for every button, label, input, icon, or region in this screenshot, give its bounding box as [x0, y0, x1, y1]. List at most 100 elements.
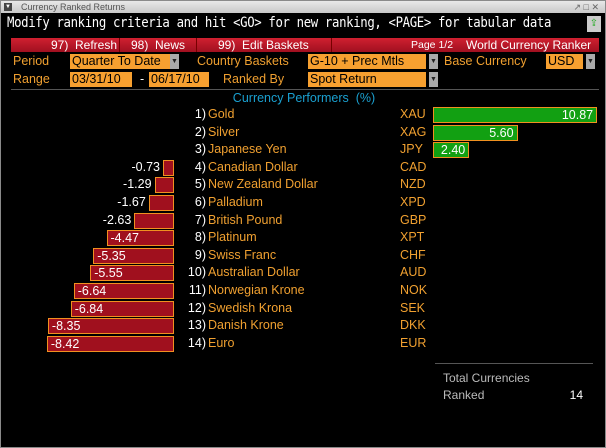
list-item[interactable]: 9) Swiss Franc CHF -5.35: [1, 247, 605, 265]
news-button[interactable]: 98) News: [131, 38, 186, 52]
currency-name[interactable]: Australian Dollar: [208, 265, 300, 280]
ranked-by-label: Ranked By: [223, 72, 285, 86]
list-item[interactable]: 2) Silver XAG 5.60: [1, 124, 605, 142]
base-currency-select[interactable]: USD: [546, 54, 583, 69]
negative-bar: -8.35: [47, 318, 174, 335]
currency-code: EUR: [400, 335, 427, 350]
chevron-down-icon[interactable]: ▼: [429, 72, 438, 87]
currency-code: XPD: [400, 195, 426, 209]
ranked-by-select[interactable]: Spot Return: [308, 72, 426, 87]
rank: 4): [194, 159, 206, 174]
positive-bar: 10.87: [433, 107, 598, 123]
summary-box: Total Currencies Ranked 14: [435, 363, 593, 410]
range-from-input[interactable]: 03/31/10: [70, 72, 132, 87]
divider: [11, 89, 599, 90]
currency-code: SEK: [400, 300, 426, 315]
currency-name[interactable]: Swedish Krona: [208, 300, 293, 315]
chevron-down-icon[interactable]: ▼: [429, 54, 438, 69]
currency-code: NZD: [400, 177, 426, 192]
total-count: 14: [569, 388, 583, 402]
rank: 14): [187, 335, 206, 350]
range-dash: -: [140, 72, 145, 86]
summary-label: Total Currencies: [443, 371, 530, 385]
currency-code: XAG: [400, 124, 427, 139]
currency-name[interactable]: New Zealand Dollar: [208, 177, 318, 192]
rank: 5): [194, 177, 206, 192]
negative-bar: -4.47: [106, 230, 174, 247]
negative-bar: -6.84: [70, 300, 174, 317]
window-controls[interactable]: ↗ □ ✕: [573, 2, 599, 12]
negative-bar: -6.64: [73, 283, 174, 299]
value-label: -0.73: [131, 159, 160, 174]
currency-name[interactable]: Platinum: [208, 230, 257, 245]
currency-name[interactable]: Canadian Dollar: [208, 159, 298, 174]
negative-bar: [134, 212, 174, 229]
negative-bar: -5.55: [90, 265, 174, 282]
rank: 3): [194, 142, 206, 157]
list-item[interactable]: 8) Platinum XPT -4.47: [1, 230, 605, 247]
rank: 10): [187, 265, 206, 280]
list-item[interactable]: 5) New Zealand Dollar NZD -1.29: [1, 177, 605, 194]
negative-bar: -5.35: [93, 247, 174, 264]
currency-name[interactable]: Japanese Yen: [208, 142, 287, 157]
list-item[interactable]: 4) Canadian Dollar CAD -0.73: [1, 159, 605, 177]
list-item[interactable]: 12) Swedish Krona SEK -6.84: [1, 300, 605, 318]
list-item[interactable]: 10) Australian Dollar AUD -5.55: [1, 265, 605, 282]
base-currency-label: Base Currency: [444, 54, 527, 68]
country-baskets-select[interactable]: G-10 + Prec Mtls: [308, 54, 426, 69]
list-item[interactable]: 3) Japanese Yen JPY 2.40: [1, 142, 605, 159]
range-label: Range: [13, 72, 50, 86]
rank: 7): [194, 212, 206, 227]
rank: 6): [194, 195, 206, 209]
currency-code: CHF: [400, 247, 426, 262]
negative-bar: [148, 195, 174, 211]
section-header: Currency Performers (%): [232, 91, 376, 105]
currency-name[interactable]: Palladium: [208, 195, 263, 209]
menu-bar: 97) Refresh 98) News 99) Edit Baskets Pa…: [11, 38, 599, 52]
edit-baskets-button[interactable]: 99) Edit Baskets: [218, 38, 309, 52]
chevron-down-icon[interactable]: ▼: [170, 54, 179, 69]
currency-name[interactable]: Swiss Franc: [208, 247, 277, 262]
window-menu-icon[interactable]: ▼: [4, 3, 12, 11]
page-indicator: Page 1/2: [411, 39, 454, 51]
currency-name[interactable]: Gold: [208, 107, 235, 121]
rank: 9): [194, 247, 206, 262]
negative-bar: -8.42: [46, 335, 174, 352]
title-bar: ▼ Currency Ranked Returns ↗ □ ✕: [1, 1, 605, 13]
currency-code: XPT: [400, 230, 425, 245]
currency-name[interactable]: Norwegian Krone: [208, 283, 305, 297]
value-label: -1.29: [123, 177, 152, 192]
currency-code: NOK: [400, 283, 428, 297]
list-item[interactable]: 13) Danish Krone DKK -8.35: [1, 318, 605, 335]
negative-bar: [154, 177, 174, 194]
list-item[interactable]: 11) Norwegian Krone NOK -6.64: [1, 283, 605, 300]
currency-code: GBP: [400, 212, 427, 227]
list-item[interactable]: 6) Palladium XPD -1.67: [1, 195, 605, 212]
rank: 13): [187, 318, 206, 333]
currency-name[interactable]: Danish Krone: [208, 318, 284, 333]
list-item[interactable]: 7) British Pound GBP -2.63: [1, 212, 605, 230]
rank: 11): [188, 283, 206, 297]
currency-name[interactable]: Silver: [208, 124, 240, 139]
rank: 2): [194, 124, 206, 139]
negative-bar: [162, 159, 174, 176]
currency-code: XAU: [400, 107, 426, 121]
app-name: World Currency Ranker: [466, 38, 592, 52]
currency-code: CAD: [400, 159, 427, 174]
currency-code: DKK: [400, 318, 426, 333]
rank: 1): [194, 107, 206, 121]
currency-name[interactable]: British Pound: [208, 212, 283, 227]
period-select[interactable]: Quarter To Date: [70, 54, 170, 69]
rank: 8): [194, 230, 206, 245]
chevron-down-icon[interactable]: ▼: [586, 54, 595, 69]
currency-name[interactable]: Euro: [208, 335, 235, 350]
country-baskets-label: Country Baskets: [197, 54, 289, 68]
currency-code: JPY: [400, 142, 423, 157]
refresh-button[interactable]: 97) Refresh: [51, 38, 118, 52]
list-item[interactable]: 14) Euro EUR -8.42: [1, 335, 605, 353]
rank: 12): [187, 300, 206, 315]
export-icon[interactable]: ⇪: [587, 16, 601, 32]
range-to-input[interactable]: 06/17/10: [149, 72, 209, 87]
list-item[interactable]: 1) Gold XAU 10.87: [1, 107, 605, 124]
